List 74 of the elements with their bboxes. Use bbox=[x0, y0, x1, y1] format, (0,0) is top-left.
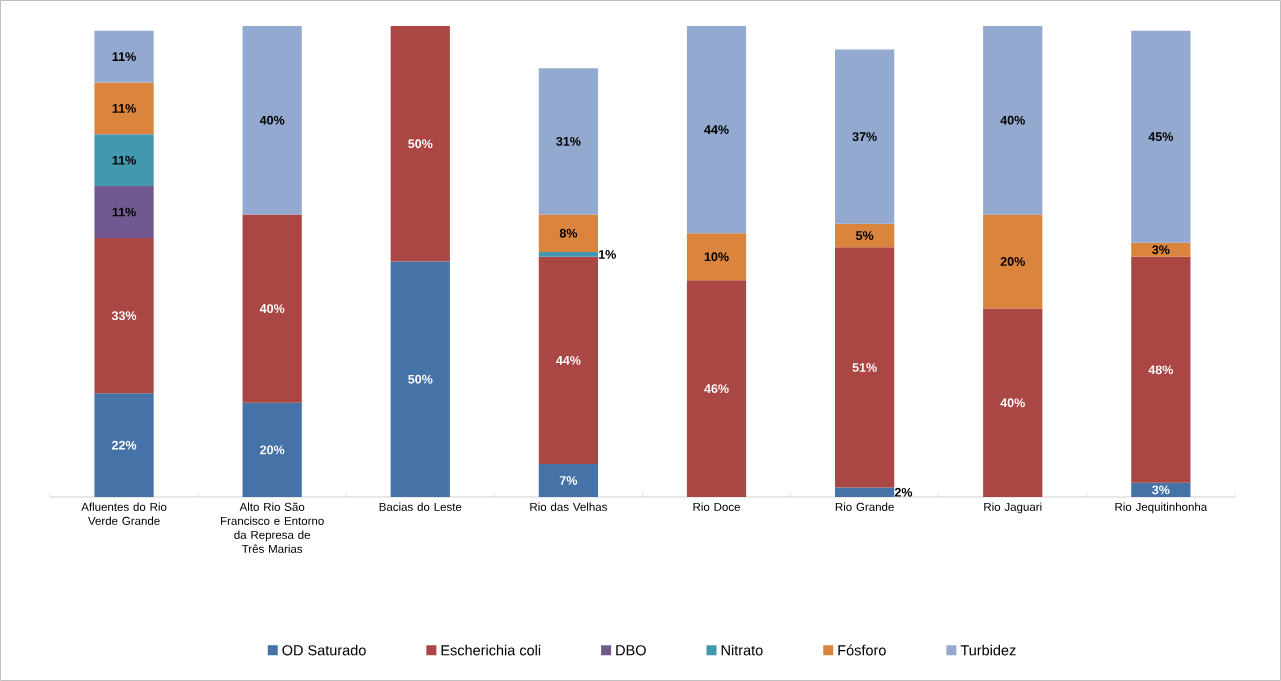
data-label: 44% bbox=[704, 125, 729, 134]
x-tick-label: Rio das Velhas bbox=[530, 502, 607, 511]
bar bbox=[686, 25, 747, 234]
data-label: 5% bbox=[855, 231, 874, 240]
bar bbox=[538, 252, 599, 257]
legend-label: Turbidez bbox=[960, 644, 1016, 656]
x-tick-label: Afluentes do Rio Verde Grande bbox=[81, 502, 167, 525]
bar bbox=[1131, 30, 1191, 243]
bar bbox=[94, 30, 154, 83]
data-label: 3% bbox=[1152, 245, 1170, 255]
data-label: 3% bbox=[1152, 485, 1170, 495]
bar bbox=[94, 134, 154, 187]
bar bbox=[94, 393, 154, 497]
data-label: 45% bbox=[1148, 132, 1174, 142]
data-label: 37% bbox=[852, 132, 877, 142]
x-tick-label: Bacias do Leste bbox=[379, 502, 462, 511]
bar bbox=[1131, 256, 1191, 483]
data-label: 48% bbox=[1148, 365, 1174, 375]
bar bbox=[390, 261, 450, 497]
bar bbox=[94, 82, 154, 135]
data-label: 33% bbox=[111, 311, 137, 321]
bar bbox=[242, 214, 302, 403]
bar bbox=[390, 25, 450, 262]
bar bbox=[835, 223, 895, 248]
data-label: 22% bbox=[111, 440, 137, 450]
bar bbox=[983, 308, 1043, 497]
bar bbox=[1131, 482, 1191, 497]
data-label: 40% bbox=[1000, 115, 1025, 125]
data-label: 20% bbox=[1000, 257, 1025, 266]
legend-label: Escherichia coli bbox=[441, 644, 541, 656]
data-label: 8% bbox=[559, 228, 578, 238]
data-label: 31% bbox=[556, 136, 581, 146]
x-tick-label: Rio Doce bbox=[693, 502, 740, 511]
legend-label: Nitrato bbox=[721, 644, 763, 656]
bar bbox=[242, 25, 302, 215]
legend-label: Fósforo bbox=[838, 644, 886, 656]
legend-label: DBO bbox=[616, 645, 646, 656]
bar bbox=[983, 25, 1043, 215]
data-label: 11% bbox=[112, 52, 136, 61]
data-label: 11% bbox=[112, 104, 136, 113]
bar bbox=[242, 402, 302, 497]
data-label: 20% bbox=[260, 445, 285, 455]
data-label: 40% bbox=[259, 115, 285, 125]
bar bbox=[983, 214, 1043, 309]
bar bbox=[538, 68, 599, 215]
bar bbox=[94, 237, 154, 394]
data-label: 11% bbox=[112, 155, 136, 165]
data-label: 40% bbox=[1000, 398, 1025, 408]
bar bbox=[835, 487, 895, 497]
data-label: 7% bbox=[559, 476, 578, 485]
data-label: 50% bbox=[408, 374, 433, 384]
x-tick-label: Rio Grande bbox=[835, 502, 894, 511]
data-label: 2% bbox=[894, 487, 913, 497]
data-label: 11% bbox=[112, 207, 136, 217]
bar bbox=[538, 214, 599, 253]
data-label: 10% bbox=[704, 252, 729, 262]
bar bbox=[1131, 242, 1191, 257]
data-label: 51% bbox=[852, 363, 877, 372]
bar bbox=[94, 186, 154, 238]
data-label: 50% bbox=[408, 139, 433, 149]
bar bbox=[835, 49, 895, 224]
legend-label: OD Saturado bbox=[282, 644, 366, 656]
x-tick-label: Alto Rio São Francisco e Entorno da Represa de Três Marias bbox=[221, 502, 324, 553]
data-label: 1% bbox=[599, 250, 616, 259]
data-label: 44% bbox=[556, 355, 581, 365]
x-tick-label: Rio Jaguari bbox=[984, 502, 1042, 514]
bar bbox=[835, 247, 895, 488]
bar bbox=[538, 464, 599, 497]
data-label: 46% bbox=[704, 384, 729, 394]
x-tick-label: Rio Jequitinhonha bbox=[1115, 502, 1208, 514]
bar bbox=[686, 280, 747, 497]
data-label: 40% bbox=[259, 304, 285, 314]
bar bbox=[686, 233, 747, 281]
bar bbox=[538, 256, 599, 465]
